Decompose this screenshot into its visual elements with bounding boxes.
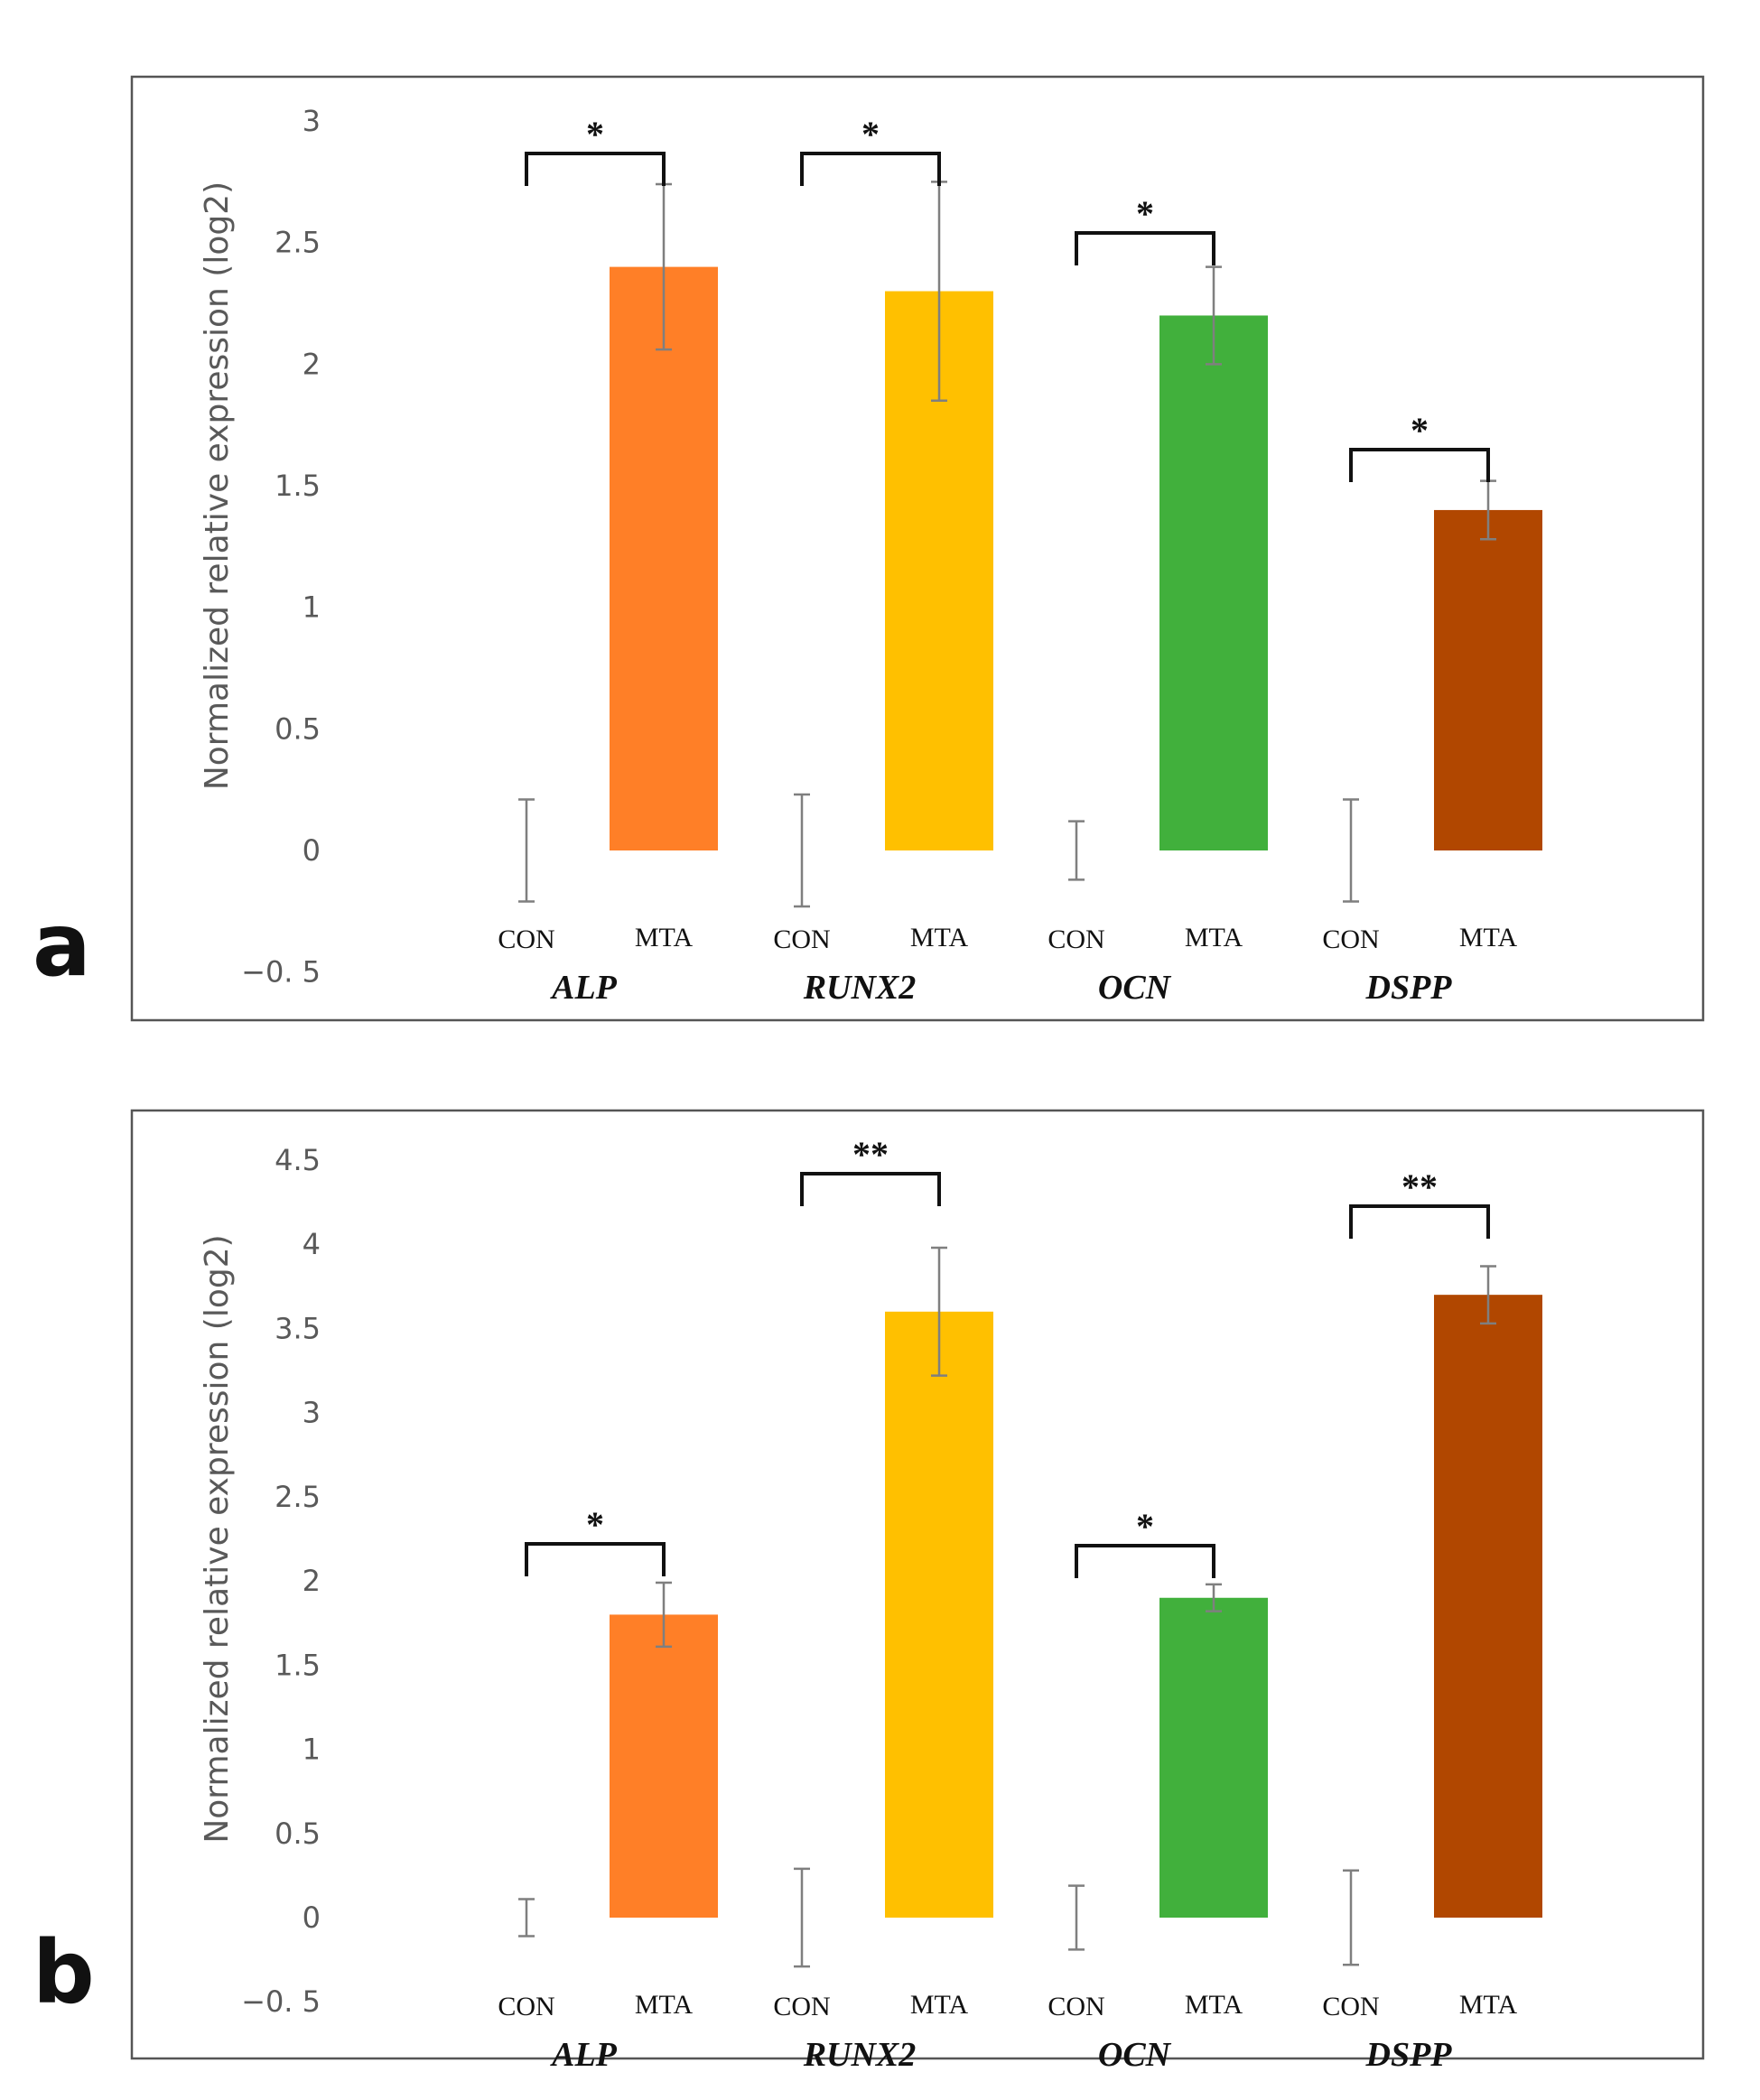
panel-a: a −0. 5 0 0.5 1 1.5 2 2.5 3 Normalized relative e… bbox=[33, 75, 1705, 1022]
x-label-con: CON bbox=[498, 925, 554, 954]
significance-marker: * bbox=[586, 1504, 604, 1545]
x-label-mta: MTA bbox=[1459, 1990, 1518, 2020]
gene-label: ALP bbox=[550, 2036, 618, 2074]
y-tick-label: 4 bbox=[303, 1227, 321, 1261]
significance-marker: * bbox=[861, 114, 880, 154]
y-tick-label: 1.5 bbox=[275, 1648, 321, 1682]
x-label-con: CON bbox=[498, 1992, 554, 2021]
significance-marker: * bbox=[1411, 410, 1429, 451]
x-label-mta: MTA bbox=[1185, 1990, 1243, 2020]
y-tick-label: −0. 5 bbox=[241, 955, 321, 990]
bar-mta-dspp bbox=[1434, 1295, 1542, 1918]
group-runx2: ** CON MTA RUNX2 bbox=[773, 1134, 993, 2074]
x-label-mta: MTA bbox=[1185, 923, 1243, 952]
significance-marker: * bbox=[1136, 193, 1154, 234]
significance-bracket bbox=[1349, 1204, 1490, 1239]
gene-label: ALP bbox=[550, 969, 618, 1007]
y-tick-label: 0.5 bbox=[275, 1817, 321, 1851]
x-label-con: CON bbox=[773, 925, 830, 954]
y-tick-label: 0.5 bbox=[275, 711, 321, 746]
x-label-mta: MTA bbox=[1459, 923, 1518, 952]
bar-mta-dspp bbox=[1434, 509, 1542, 850]
y-tick-label: 3.5 bbox=[275, 1311, 321, 1345]
x-label-con: CON bbox=[1322, 925, 1379, 954]
group-alp: * CON MTA ALP bbox=[498, 1504, 718, 2074]
x-label-con: CON bbox=[1048, 925, 1104, 954]
significance-bracket bbox=[800, 152, 941, 186]
y-tick-label: 3 bbox=[303, 104, 321, 138]
x-label-con: CON bbox=[1048, 1992, 1104, 2021]
y-tick-label: 4.5 bbox=[275, 1143, 321, 1177]
y-tick-label: 3 bbox=[303, 1396, 321, 1430]
y-axis-label: Normalized relative expression (log2) bbox=[199, 1234, 236, 1843]
significance-marker: * bbox=[1136, 1506, 1154, 1547]
x-label-mta: MTA bbox=[635, 923, 694, 952]
y-tick-label: 1.5 bbox=[275, 469, 321, 503]
significance-bracket bbox=[1075, 1544, 1215, 1578]
gene-label: OCN bbox=[1098, 2036, 1172, 2074]
x-label-con: CON bbox=[773, 1992, 830, 2021]
x-label-mta: MTA bbox=[635, 1990, 694, 2020]
group-ocn: * CON MTA OCN bbox=[1048, 1506, 1268, 2074]
panel-label: b bbox=[33, 1922, 95, 2023]
y-tick-label: 0 bbox=[303, 1900, 321, 1935]
gene-label: DSPP bbox=[1365, 2036, 1453, 2074]
y-tick-label: 2 bbox=[303, 1564, 321, 1598]
gene-label: RUNX2 bbox=[803, 2036, 917, 2074]
bar-mta-alp bbox=[610, 1614, 718, 1918]
y-tick-label: 1 bbox=[303, 1733, 321, 1767]
bar-mta-ocn bbox=[1159, 315, 1268, 850]
panel-b: b −0. 5 0 0.5 1 1.5 2 2.5 3 3.5 4 4.5 Normalized rel… bbox=[33, 1109, 1705, 2074]
group-runx2: * CON MTA RUNX2 bbox=[773, 114, 993, 1007]
y-tick-label: 0 bbox=[303, 833, 321, 868]
x-label-mta: MTA bbox=[910, 923, 969, 952]
y-tick-label: 2.5 bbox=[275, 226, 321, 260]
gene-label: RUNX2 bbox=[803, 969, 917, 1007]
significance-bracket bbox=[525, 152, 666, 186]
panel-label: a bbox=[33, 895, 91, 996]
gene-label: OCN bbox=[1098, 969, 1172, 1007]
y-tick-label: 2.5 bbox=[275, 1480, 321, 1514]
significance-bracket bbox=[800, 1172, 941, 1206]
significance-bracket bbox=[525, 1542, 666, 1576]
bar-mta-alp bbox=[610, 266, 718, 851]
y-tick-label: 1 bbox=[303, 590, 321, 625]
significance-marker: * bbox=[586, 114, 604, 154]
gene-label: DSPP bbox=[1365, 969, 1453, 1007]
y-tick-label: −0. 5 bbox=[241, 1984, 321, 2019]
group-alp: * CON MTA ALP bbox=[498, 114, 718, 1007]
y-tick-label: 2 bbox=[303, 347, 321, 381]
panel-frame bbox=[130, 75, 1705, 1022]
panel-frame bbox=[130, 1109, 1705, 2060]
significance-bracket bbox=[1349, 448, 1490, 482]
significance-bracket bbox=[1075, 231, 1215, 265]
x-label-mta: MTA bbox=[910, 1990, 969, 2020]
group-ocn: * CON MTA OCN bbox=[1048, 193, 1268, 1007]
significance-marker: ** bbox=[852, 1134, 889, 1175]
bar-mta-runx2 bbox=[885, 1311, 993, 1918]
x-label-con: CON bbox=[1322, 1992, 1379, 2021]
y-axis-label: Normalized relative expression (log2) bbox=[199, 181, 236, 790]
significance-marker: ** bbox=[1401, 1166, 1438, 1207]
bar-mta-ocn bbox=[1159, 1597, 1268, 1918]
